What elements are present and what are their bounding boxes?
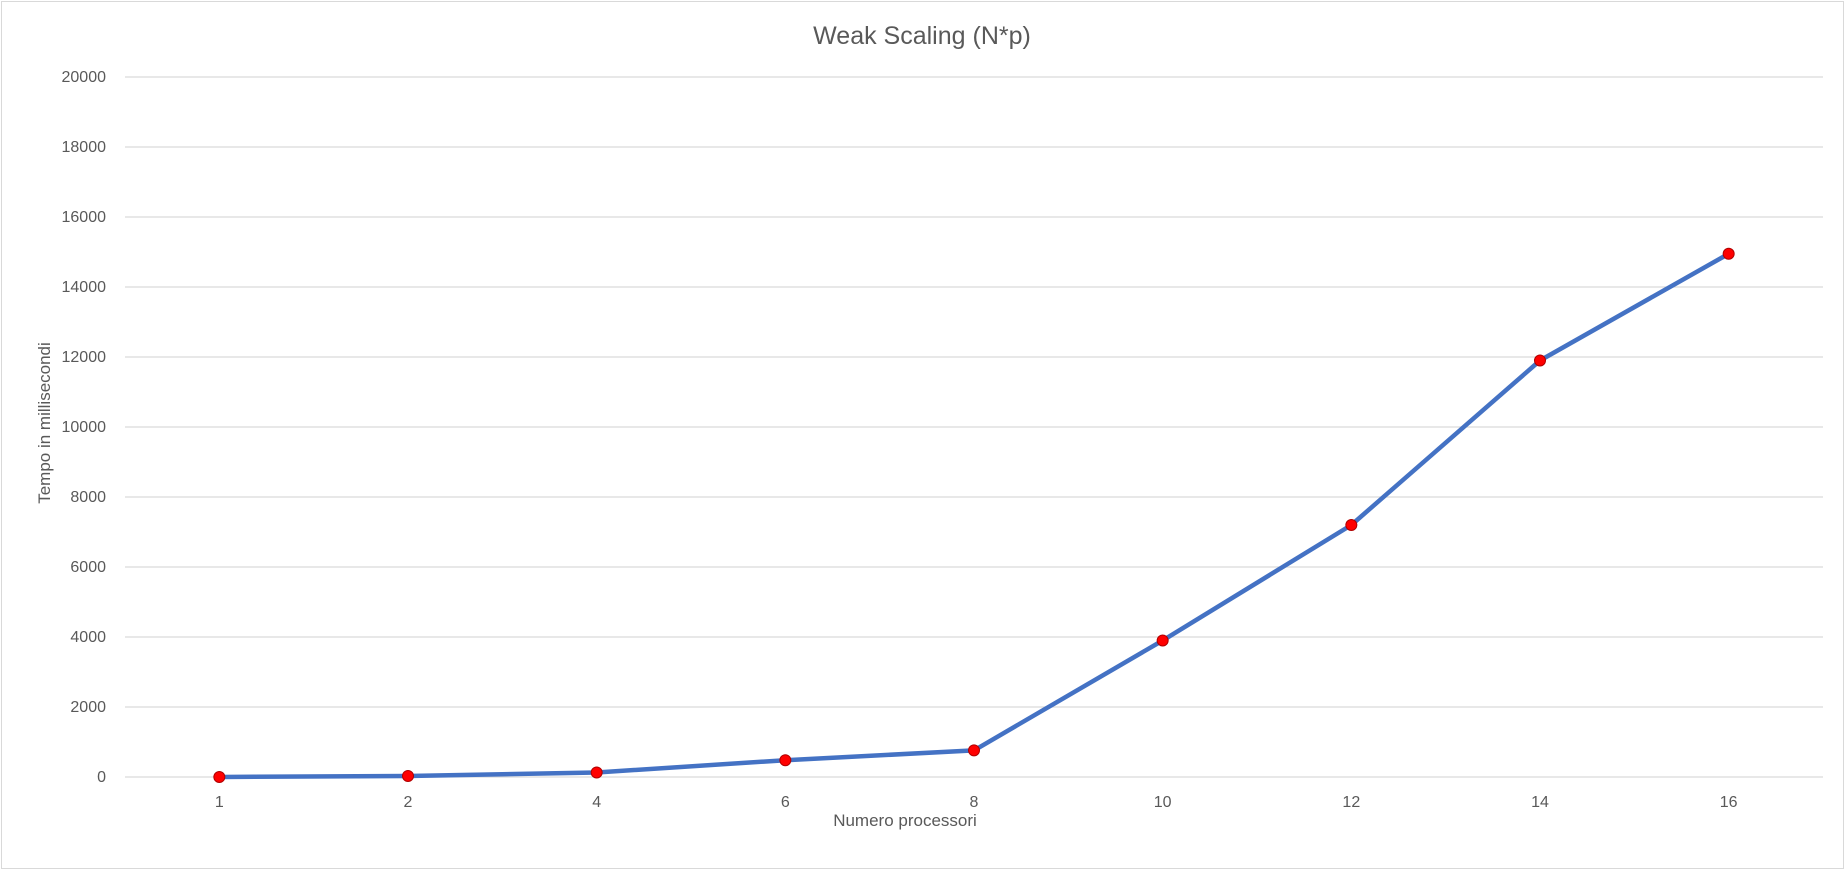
x-axis-label: Numero processori <box>833 811 977 830</box>
x-tick-label: 2 <box>404 794 413 811</box>
x-tick-label: 4 <box>592 794 601 811</box>
x-tick-labels: 1 2 4 6 8 10 12 14 16 <box>215 794 1738 811</box>
y-tick-label: 0 <box>97 769 106 786</box>
y-axis-label: Tempo in millisecondi <box>35 342 54 504</box>
y-tick-label: 12000 <box>62 349 107 366</box>
y-tick-label: 10000 <box>62 419 107 436</box>
y-tick-label: 8000 <box>70 489 106 506</box>
x-tick-label: 6 <box>781 794 790 811</box>
data-series <box>213 247 1735 783</box>
x-tick-label: 10 <box>1154 794 1172 811</box>
data-point <box>402 769 414 782</box>
data-point <box>1156 634 1169 647</box>
gridlines <box>125 76 1823 778</box>
y-tick-label: 16000 <box>62 209 107 226</box>
y-tick-label: 2000 <box>70 699 106 716</box>
data-point <box>1345 519 1358 531</box>
data-point <box>968 744 980 757</box>
series-line <box>217 251 1731 780</box>
y-tick-label: 18000 <box>62 139 107 156</box>
x-tick-label: 8 <box>970 794 979 811</box>
x-tick-label: 16 <box>1720 794 1738 811</box>
chart-title: Weak Scaling (N*p) <box>813 22 1031 50</box>
x-tick-label: 12 <box>1342 794 1360 811</box>
x-tick-label: 14 <box>1531 794 1549 811</box>
data-point <box>779 754 792 767</box>
y-tick-label: 14000 <box>62 279 107 296</box>
y-tick-label: 4000 <box>70 629 106 646</box>
y-tick-label: 20000 <box>62 69 107 86</box>
data-point <box>590 766 603 779</box>
y-tick-label: 6000 <box>70 559 106 576</box>
y-tick-labels: 0 2000 4000 6000 8000 10000 12000 14000 16000 180… <box>62 69 107 786</box>
data-point <box>1722 247 1735 260</box>
data-point <box>1534 354 1546 367</box>
x-tick-label: 1 <box>215 794 224 811</box>
data-point <box>213 771 226 783</box>
